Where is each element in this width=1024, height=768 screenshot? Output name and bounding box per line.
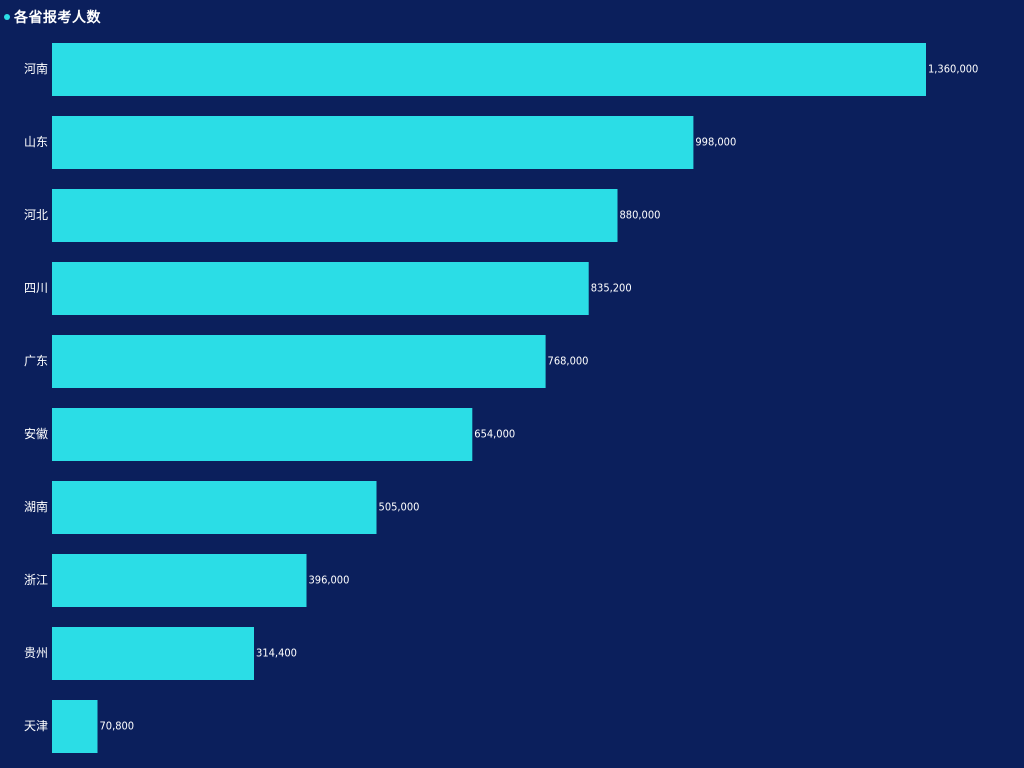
category-label: 山东 — [24, 135, 48, 149]
bar-3 — [52, 189, 618, 242]
category-label: 贵州 — [24, 646, 48, 660]
value-label: 505,000 — [379, 501, 420, 514]
category-label: 天津 — [24, 719, 48, 733]
value-label: 1,360,000 — [928, 63, 978, 76]
chart-header: 各省报考人数 — [4, 6, 101, 28]
bar-6 — [52, 408, 473, 461]
value-label: 314,400 — [256, 647, 297, 660]
bar-1 — [52, 43, 926, 96]
title-bullet-icon — [4, 14, 10, 20]
value-label: 998,000 — [695, 136, 736, 149]
category-label: 四川 — [24, 281, 48, 295]
value-label: 768,000 — [548, 355, 589, 368]
category-label: 河北 — [24, 208, 48, 222]
bar-5 — [52, 335, 546, 388]
category-label: 广东 — [24, 354, 48, 368]
category-label: 河南 — [24, 61, 48, 76]
bar-10 — [52, 700, 98, 753]
value-label: 396,000 — [308, 574, 349, 587]
value-label: 835,200 — [591, 282, 632, 295]
value-label: 654,000 — [474, 428, 515, 441]
category-label: 安徽 — [24, 426, 48, 441]
category-label: 浙江 — [24, 573, 48, 587]
category-label: 湖南 — [24, 499, 48, 514]
bar-4 — [52, 262, 589, 315]
bar-2 — [52, 116, 694, 169]
value-label: 880,000 — [620, 209, 661, 222]
bar-8 — [52, 554, 307, 607]
bar-7 — [52, 481, 377, 534]
bar-9 — [52, 627, 254, 680]
value-label: 70,800 — [99, 720, 134, 733]
chart-title: 各省报考人数 — [14, 10, 101, 26]
